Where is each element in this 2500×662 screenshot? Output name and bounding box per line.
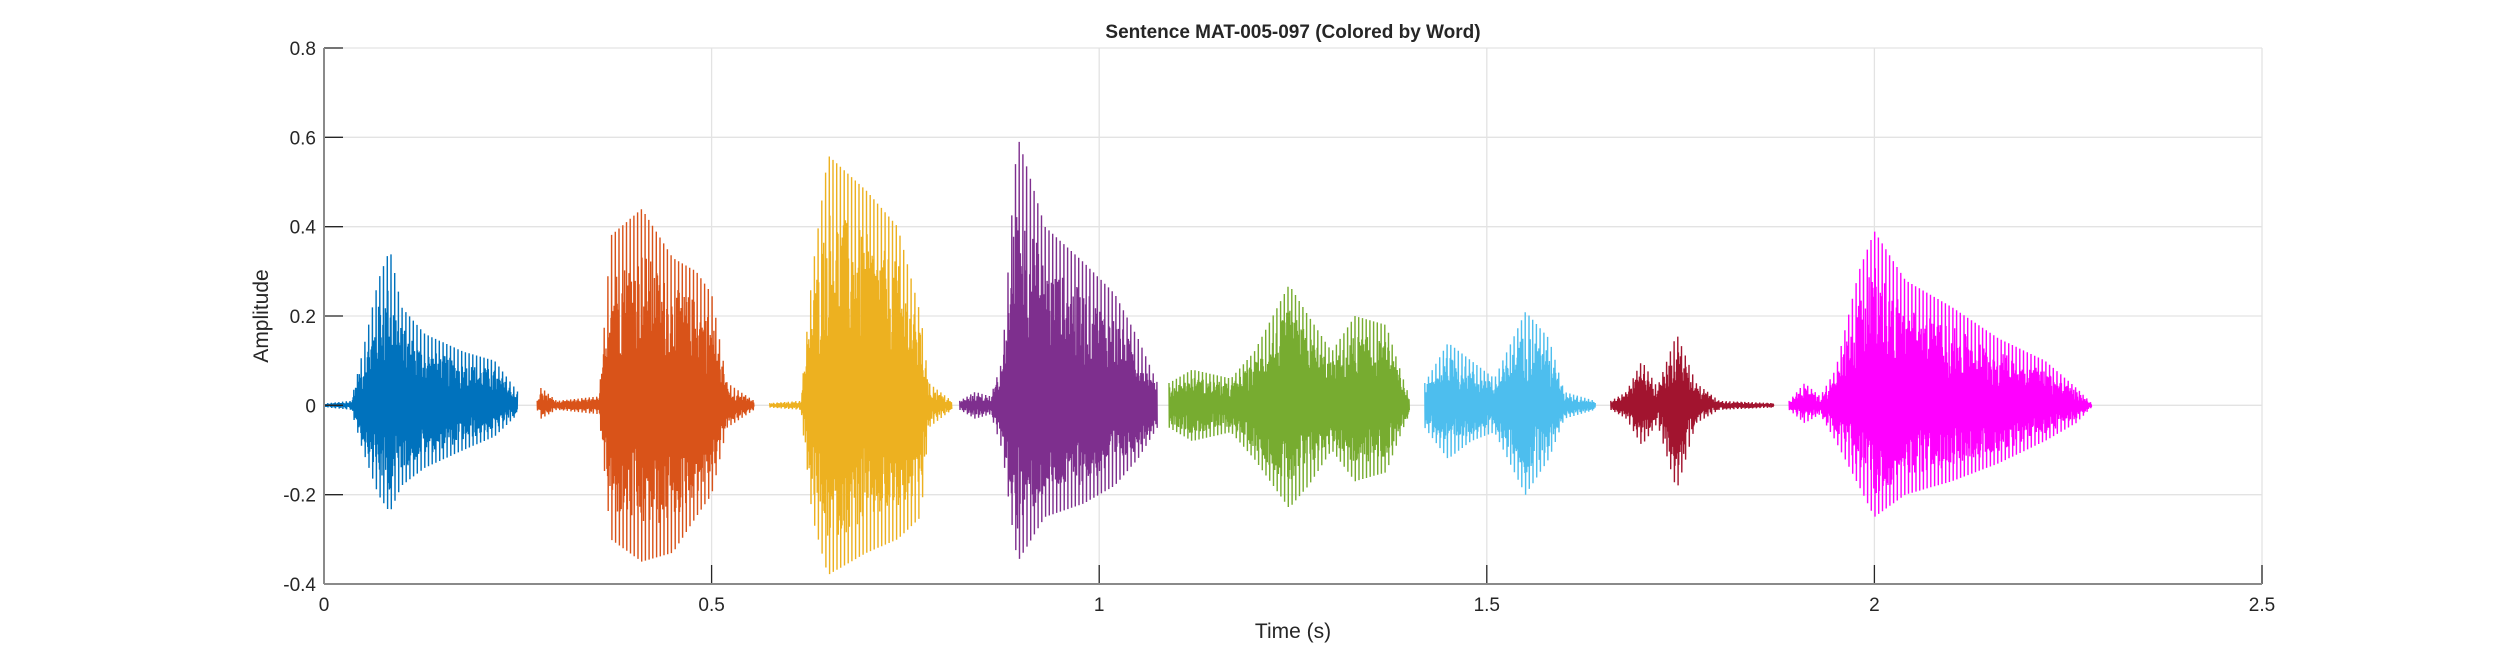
y-tick-label: 0.6	[290, 128, 316, 149]
y-tick-label: 0.4	[290, 218, 317, 239]
waveform-word-8	[1788, 231, 2093, 517]
waveform-word-1	[323, 254, 519, 510]
waveform-word-5	[1168, 286, 1410, 508]
y-tick-label: 0.2	[290, 307, 316, 328]
axes: 0 0.5 1 1.5 2 2.5 -0.4 -0.2 0 0.2 0.4 0.6 0.8	[283, 39, 2275, 616]
y-axis-label: Amplitude	[250, 269, 273, 362]
waveform-word-6	[1424, 312, 1596, 495]
x-axis-label: Time (s)	[1255, 620, 1331, 643]
y-tick-label: 0.8	[290, 39, 316, 60]
waveform-series	[323, 141, 2093, 575]
waveform-word-7	[1610, 336, 1775, 486]
chart-title: Sentence MAT-005-097 (Colored by Word)	[1105, 22, 1480, 43]
x-tick-label: 0	[319, 595, 330, 616]
waveform-word-4	[959, 141, 1158, 559]
x-tick-label: 0.5	[698, 595, 724, 616]
y-tick-label: -0.2	[283, 486, 316, 507]
waveform-word-2	[536, 209, 755, 562]
x-tick-label: 1	[1094, 595, 1105, 616]
x-tick-label: 2.5	[2249, 595, 2275, 616]
x-tick-label: 2	[1869, 595, 1880, 616]
x-tick-label: 1.5	[1474, 595, 1500, 616]
y-tick-label: 0	[305, 396, 316, 417]
y-tick-label: -0.4	[283, 575, 316, 596]
waveform-word-3	[769, 156, 953, 575]
